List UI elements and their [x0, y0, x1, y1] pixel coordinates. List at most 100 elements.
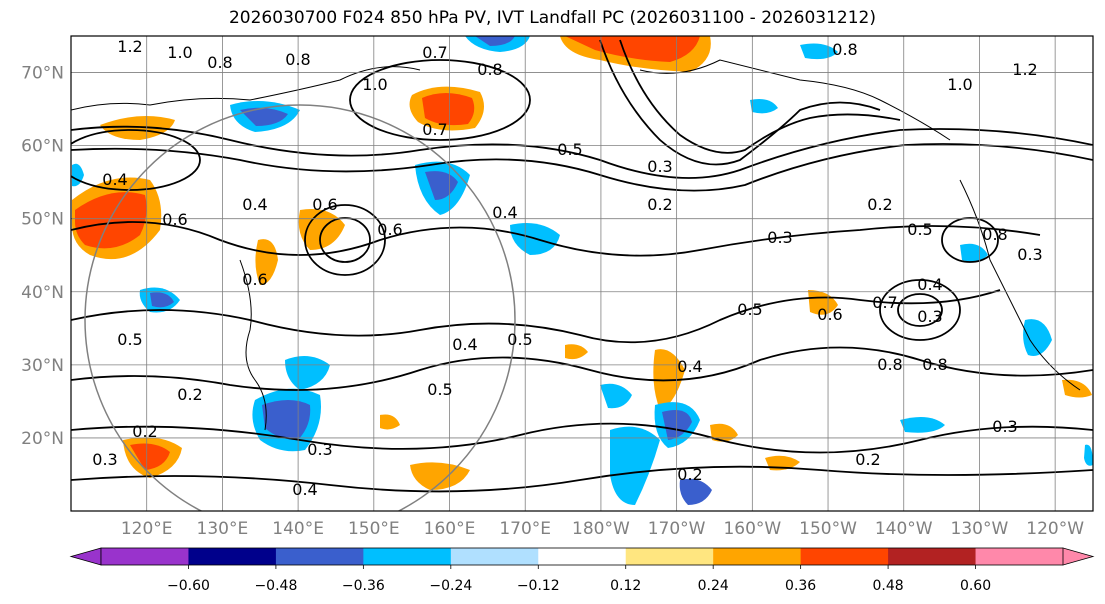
- contour-label: 0.2: [855, 450, 880, 469]
- contour-line: [941, 217, 999, 263]
- longitude-label: 140°W: [875, 519, 933, 539]
- pv-anomaly-blob: [1084, 444, 1093, 466]
- longitude-label: 170°W: [648, 519, 706, 539]
- pv-anomaly-blob: [75, 192, 147, 249]
- contour-label: 0.8: [877, 355, 902, 374]
- colorbar-tick-label: 0.36: [785, 578, 816, 594]
- pv-anomaly-blob: [380, 414, 400, 430]
- coastline: [639, 59, 951, 141]
- pv-anomaly-blob: [600, 383, 632, 409]
- contour-label: 0.4: [292, 480, 317, 499]
- contour-label: 0.8: [207, 53, 232, 72]
- contour-label: 0.3: [992, 417, 1017, 436]
- pv-anomaly-blob: [800, 43, 838, 60]
- latitude-label: 60°N: [21, 137, 64, 157]
- contour-line: [897, 293, 943, 327]
- contour-line: [71, 346, 1093, 391]
- contour-label: 0.6: [312, 195, 337, 214]
- contour-line: [71, 125, 1093, 179]
- pv-anomaly-blob: [610, 426, 660, 505]
- longitude-label: 120°W: [1026, 519, 1084, 539]
- contour-label: 1.0: [167, 43, 192, 62]
- longitude-label: 160°E: [424, 519, 476, 539]
- pv-anomaly-blob: [900, 416, 945, 433]
- contour-label: 0.7: [872, 293, 897, 312]
- colorbar-tick-label: −0.24: [429, 578, 472, 594]
- contour-line: [619, 39, 901, 154]
- contour-label: 0.8: [982, 225, 1007, 244]
- longitude-label: 170°E: [499, 519, 551, 539]
- contour-label: 0.2: [677, 465, 702, 484]
- coastline: [71, 66, 421, 111]
- contour-label: 0.2: [647, 195, 672, 214]
- contour-label: 0.3: [647, 157, 672, 176]
- contour-label: 0.2: [132, 422, 157, 441]
- contour-label: 0.6: [817, 305, 842, 324]
- colorbar-extend-min: [69, 547, 102, 566]
- longitude-labels: 120°E 130°E 140°E 150°E 160°E 170°E 180°W 170°W…: [121, 519, 1084, 539]
- contour-label: 0.5: [117, 330, 142, 349]
- colorbar-bin: [975, 548, 1064, 565]
- contour-label: 1.0: [947, 75, 972, 94]
- contour-label: 0.4: [917, 275, 942, 294]
- contour-label: 0.6: [242, 270, 267, 289]
- contour-label: 0.5: [737, 300, 762, 319]
- pv-anomaly-blob: [679, 478, 712, 505]
- contour-label: 0.8: [832, 40, 857, 59]
- latitude-label: 70°N: [21, 64, 64, 84]
- colorbar-outline: [100, 547, 1064, 566]
- map-area[interactable]: [71, 36, 1093, 511]
- pv-anomaly-blob: [150, 292, 174, 308]
- longitude-label: 180°W: [572, 519, 630, 539]
- longitude-label: 150°W: [799, 519, 857, 539]
- longitude-label: 130°E: [197, 519, 249, 539]
- colorbar-bin: [888, 548, 977, 565]
- pv-anomaly-blob: [960, 243, 988, 262]
- contour-line: [304, 204, 386, 276]
- pv-anomaly-blob: [565, 36, 700, 62]
- contour-label: 0.3: [307, 440, 332, 459]
- map-title: 2026030700 F024 850 hPa PV, IVT Landfall…: [228, 8, 876, 28]
- landfall-region-circle: [84, 104, 516, 511]
- contour-label: 1.0: [362, 75, 387, 94]
- coastline-layer: [71, 59, 1081, 431]
- map-frame: [70, 35, 1094, 512]
- pv-anomaly-blob: [100, 116, 175, 140]
- contour-line: [71, 289, 1001, 344]
- colorbar-bin: [101, 548, 189, 565]
- pv-anomaly-blob: [422, 93, 475, 126]
- colorbar-tick-label: −0.48: [254, 578, 297, 594]
- contour-label: 0.3: [917, 307, 942, 326]
- contour-label: 0.5: [557, 140, 582, 159]
- contour-label: 1.2: [1012, 60, 1037, 79]
- colorbar-tick-label: −0.12: [517, 578, 560, 594]
- colorbar-tick-label: 0.60: [960, 578, 991, 594]
- pv-anomaly-blob: [710, 423, 738, 442]
- contour-label: 0.5: [427, 380, 452, 399]
- colorbar: −0.60 −0.48 −0.36 −0.24 −0.12 0.12 0.24 0.36 0.4…: [69, 547, 1095, 594]
- contour-line: [879, 279, 961, 341]
- contour-label: 0.4: [102, 170, 127, 189]
- pv-anomaly-blob: [1023, 319, 1052, 356]
- longitude-label: 120°E: [121, 519, 173, 539]
- contour-label: 0.4: [452, 335, 477, 354]
- colorbar-bin: [450, 548, 539, 565]
- coastline: [239, 259, 267, 431]
- contour-label: 0.3: [92, 450, 117, 469]
- colorbar-tick-label: −0.60: [167, 578, 210, 594]
- pv-anomaly-blob: [1062, 379, 1092, 398]
- graticule: [71, 36, 1093, 511]
- colorbar-bin: [275, 548, 364, 565]
- pv-anomaly-blob: [298, 209, 345, 250]
- contour-line: [71, 129, 201, 191]
- contour-label: 0.3: [1017, 245, 1042, 264]
- colorbar-bin: [538, 548, 627, 565]
- colorbar-bin: [713, 548, 802, 565]
- contour-line: [319, 217, 371, 263]
- colorbar-extend-max: [1062, 547, 1095, 566]
- contour-label: 0.4: [242, 195, 267, 214]
- longitude-label: 130°W: [951, 519, 1009, 539]
- contour-label: 0.8: [285, 50, 310, 69]
- contour-label: 0.6: [162, 210, 187, 229]
